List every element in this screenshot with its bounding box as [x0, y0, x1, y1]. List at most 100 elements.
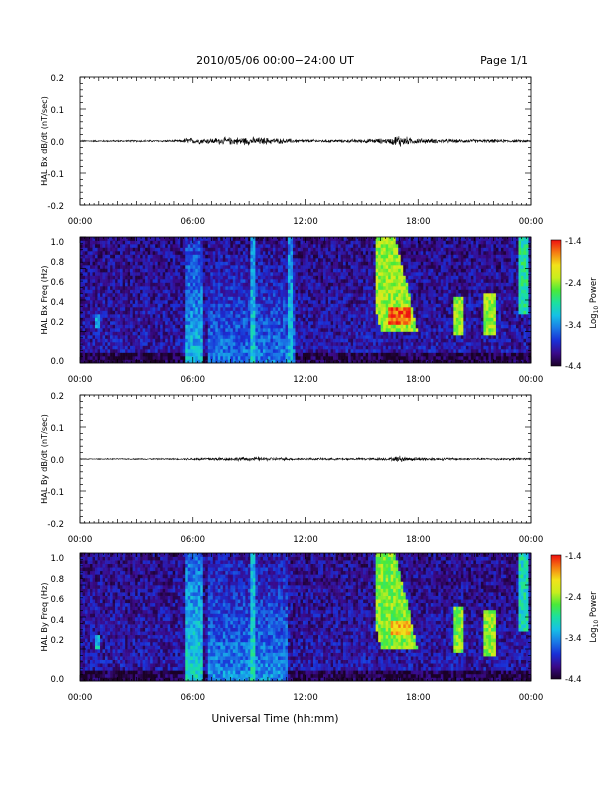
y-tick-label: 0.2 — [50, 74, 64, 84]
spectrogram-cell — [493, 324, 497, 329]
spectrogram-cell — [345, 356, 349, 360]
spectrogram-cell — [495, 335, 499, 339]
spectrogram-cell — [448, 338, 452, 343]
spectrogram-cell — [360, 345, 364, 350]
spectrogram-cell — [483, 317, 487, 322]
spectrogram-cell — [388, 335, 391, 339]
spectrogram-cell — [87, 324, 91, 329]
spectrogram-cell — [125, 324, 128, 329]
spectrogram-cell — [85, 314, 88, 318]
spectrogram-cell — [82, 272, 86, 276]
spectrogram-cell — [170, 289, 174, 294]
spectrogram-cell — [107, 356, 111, 360]
spectrogram-cell — [315, 282, 319, 287]
spectrogram-cell — [435, 310, 439, 315]
spectrogram-cell — [338, 338, 341, 343]
spectrogram-cell — [222, 352, 226, 357]
spectrogram-cell — [227, 359, 231, 364]
spectrogram-cell — [167, 279, 171, 283]
spectrogram-cell — [480, 282, 484, 287]
spectrogram-cell — [310, 349, 314, 353]
spectrogram-cell — [488, 331, 492, 336]
spectrogram-cell — [515, 282, 519, 287]
spectrogram-cell — [127, 349, 131, 353]
spectrogram-cell — [380, 314, 384, 318]
spectrogram-cell — [245, 335, 249, 339]
spectrogram-cell — [242, 338, 246, 343]
spectrogram-cell — [95, 293, 98, 297]
spectrogram-cell — [355, 282, 359, 287]
spectrogram-cell — [242, 286, 246, 290]
spectrogram-cell — [140, 328, 143, 332]
spectrogram-cell — [227, 352, 231, 357]
spectrogram-cell — [308, 300, 311, 304]
spectrogram-cell — [415, 272, 419, 276]
spectrogram-cell — [465, 286, 469, 290]
spectrogram-cell — [523, 286, 527, 290]
spectrogram-cell — [265, 282, 269, 287]
spectrogram-cell — [167, 282, 171, 287]
spectrogram-cell — [490, 338, 494, 343]
spectrogram-cell — [145, 303, 148, 308]
spectrogram-cell — [205, 275, 209, 280]
spectrogram-cell — [292, 310, 296, 315]
spectrogram-cell — [318, 324, 321, 329]
spectrogram-cell — [375, 345, 379, 350]
spectrogram-cell — [458, 324, 462, 329]
spectrogram-cell — [195, 282, 199, 287]
spectrogram-cell — [175, 356, 179, 360]
spectrogram-cell — [355, 310, 359, 315]
spectrogram-cell — [167, 293, 171, 297]
spectrogram-cell — [160, 282, 163, 287]
spectrogram-cell — [333, 338, 336, 343]
spectrogram-cell — [147, 286, 151, 290]
spectrogram-cell — [120, 286, 123, 290]
spectrogram-cell — [190, 300, 194, 304]
spectrogram-cell — [190, 293, 194, 297]
spectrogram-cell — [323, 300, 326, 304]
spectrogram-cell — [345, 331, 349, 336]
spectrogram-cell — [80, 338, 83, 343]
spectrogram-cell — [257, 307, 261, 311]
spectrogram-cell — [247, 296, 251, 301]
spectrogram-cell — [475, 286, 479, 290]
spectrogram-cell — [313, 324, 316, 329]
spectrogram-cell — [187, 293, 191, 297]
spectrogram-cell — [185, 282, 189, 287]
spectrogram-cell — [252, 296, 256, 301]
spectrogram-cell — [207, 331, 211, 336]
spectrogram-cell — [463, 272, 467, 276]
spectrogram-cell — [277, 321, 281, 325]
spectrogram-cell — [328, 275, 331, 280]
spectrogram-cell — [390, 352, 394, 357]
spectrogram-cell — [210, 268, 214, 273]
spectrogram-cell — [365, 272, 369, 276]
spectrogram-cell — [448, 275, 452, 280]
spectrogram-cell — [240, 345, 244, 350]
spectrogram-cell — [87, 352, 91, 357]
spectrogram-cell — [323, 279, 326, 283]
spectrogram-cell — [353, 324, 356, 329]
spectrogram-cell — [368, 335, 371, 339]
spectrogram-cell — [453, 282, 457, 287]
spectrogram-cell — [320, 356, 324, 360]
spectrogram-cell — [160, 293, 163, 297]
spectrogram-cell — [212, 314, 216, 318]
spectrogram-cell — [215, 317, 219, 322]
spectrogram-cell — [513, 335, 517, 339]
spectrogram-cell — [157, 310, 161, 315]
spectrogram-cell — [448, 303, 452, 308]
spectrogram-cell — [257, 352, 261, 357]
spectrogram-cell — [380, 300, 384, 304]
spectrogram-cell — [363, 328, 366, 332]
spectrogram-cell — [480, 342, 484, 346]
spectrogram-cell — [313, 286, 316, 290]
spectrogram-cell — [403, 359, 407, 364]
spectrogram-cell — [328, 293, 331, 297]
spectrogram-cell — [145, 275, 148, 280]
spectrogram-cell — [110, 286, 113, 290]
spectrogram-cell — [262, 335, 266, 339]
spectrogram-cell — [388, 279, 391, 283]
spectrogram-cell — [378, 303, 381, 308]
spectrogram-cell — [365, 296, 369, 301]
